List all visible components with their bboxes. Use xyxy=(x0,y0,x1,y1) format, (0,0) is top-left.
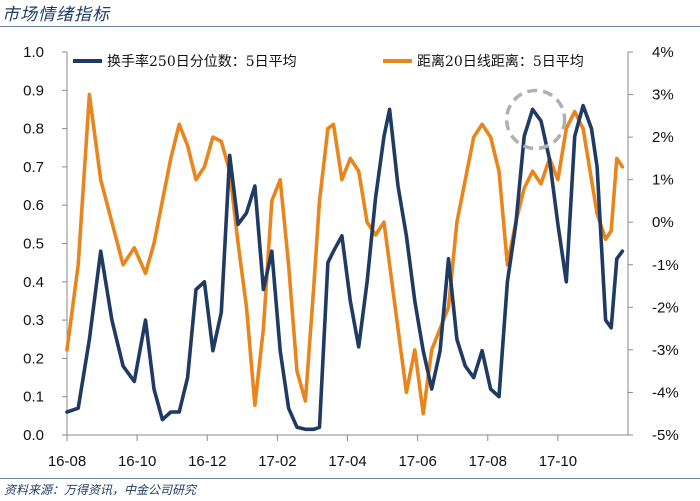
left-tick-label: 0.7 xyxy=(23,159,44,176)
right-tick-label: -3% xyxy=(652,342,679,359)
x-tick-label: 17-08 xyxy=(469,453,507,470)
left-tick-label: 1.0 xyxy=(23,44,44,61)
legend: 换手率250日分位数：5日平均 距离20日线距离：5日平均 xyxy=(73,53,584,70)
right-tick-label: -5% xyxy=(652,427,679,444)
left-tick-label: 0.0 xyxy=(23,427,44,444)
axes: 0.0 0.1 0.2 0.3 0.4 0.5 0.6 0.7 0.8 0.9 1.0 -5% -4% -… xyxy=(23,44,679,470)
right-tick-label: 3% xyxy=(652,87,674,104)
right-tick-label: -1% xyxy=(652,257,679,274)
chart-title: 市场情绪指标 xyxy=(2,5,110,25)
right-tick-label: -4% xyxy=(652,384,679,401)
left-tick-label: 0.9 xyxy=(23,82,44,99)
x-tick-label: 16-10 xyxy=(118,453,156,470)
right-tick-label: 0% xyxy=(652,214,674,231)
left-tick-label: 0.1 xyxy=(23,389,44,406)
right-tick-label: 4% xyxy=(652,44,674,61)
left-tick-label: 0.2 xyxy=(23,350,44,367)
left-tick-label: 0.8 xyxy=(23,121,44,138)
right-tick-label: 2% xyxy=(652,129,674,146)
left-tick-label: 0.3 xyxy=(23,312,44,329)
legend-label-1: 距离20日线距离：5日平均 xyxy=(417,53,584,70)
x-tick-label: 17-02 xyxy=(258,453,296,470)
right-tick-label: -2% xyxy=(652,299,679,316)
x-tick-label: 17-06 xyxy=(398,453,436,470)
title-divider xyxy=(0,26,700,27)
annotations xyxy=(504,88,567,151)
left-tick-label: 0.4 xyxy=(23,274,44,291)
footer-divider xyxy=(0,478,700,479)
x-tick-label: 16-08 xyxy=(48,453,86,470)
left-tick-label: 0.6 xyxy=(23,197,44,214)
legend-label-0: 换手率250日分位数：5日平均 xyxy=(107,53,297,70)
right-tick-label: 1% xyxy=(652,172,674,189)
x-tick-label: 17-10 xyxy=(539,453,577,470)
highlight-circle xyxy=(504,88,567,151)
x-tick-label: 16-12 xyxy=(188,453,226,470)
left-tick-label: 0.5 xyxy=(23,236,44,253)
series-line-1 xyxy=(65,92,625,416)
source-note: 资料来源：万得资讯，中金公司研究 xyxy=(4,483,197,497)
series-line-0 xyxy=(65,103,625,432)
series-lines xyxy=(65,92,625,432)
x-tick-label: 17-04 xyxy=(328,453,366,470)
